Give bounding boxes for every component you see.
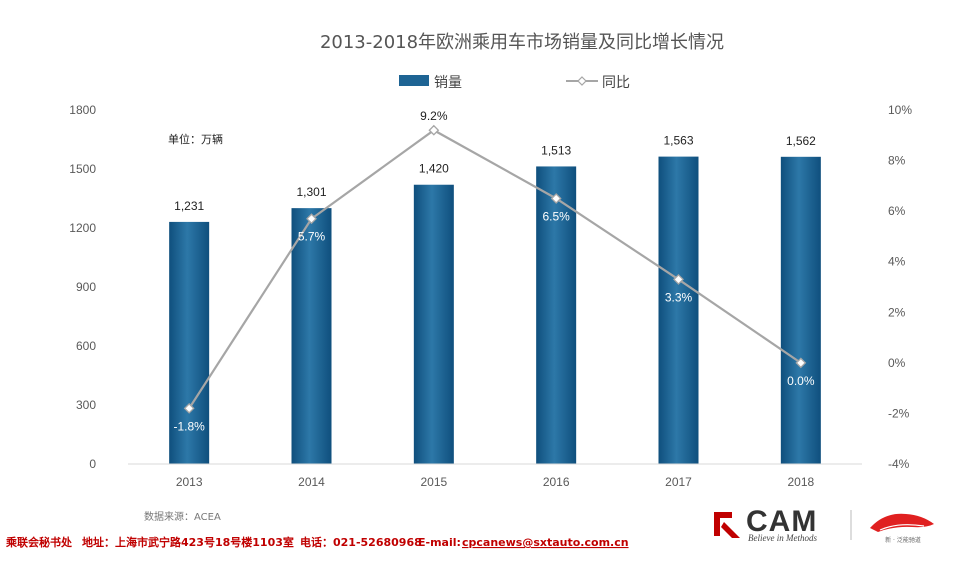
footer: 乘联会秘书处 地址：上海市武宁路423号18号楼1103室 电话：021-526… <box>5 535 629 549</box>
bar-value-label: 1,563 <box>663 134 693 148</box>
legend: 销量 同比 <box>399 75 630 91</box>
y-right-tick-label: 0% <box>888 356 906 370</box>
y-left-tick-label: 1200 <box>69 221 96 235</box>
y-right-tick-label: 6% <box>888 204 906 218</box>
y-right-tick-label: 8% <box>888 154 906 168</box>
legend-marker-yoy <box>577 76 587 86</box>
cam-logo: CAM Believe in Methods <box>714 505 852 543</box>
source-note: 数据来源：ACEA <box>144 510 221 523</box>
yoy-point-2017 <box>673 273 684 285</box>
bar-value-label: 1,231 <box>174 199 204 213</box>
yoy-value-label: 3.3% <box>665 290 693 304</box>
yoy-point-2014 <box>306 213 317 225</box>
partner-logo: 新 · 泛能驰道 <box>870 513 934 544</box>
y-left-tick-label: 0 <box>89 457 96 471</box>
y-left-tick-label: 600 <box>76 339 96 353</box>
cam-logo-tagline: Believe in Methods <box>748 533 817 543</box>
yoy-point-2015 <box>428 124 440 136</box>
x-tick-label: 2018 <box>787 475 814 489</box>
yoy-value-label: -1.8% <box>173 419 205 433</box>
footer-phone: 电话：021-52680968 <box>300 535 422 549</box>
x-axis: 2013 2014 2015 2016 2017 2018 <box>176 475 815 489</box>
bar-labels: 1,231 1,301 1,420 1,513 1,563 1,562 <box>174 134 816 213</box>
legend-label-sales: 销量 <box>434 75 462 91</box>
yoy-value-label: 5.7% <box>298 230 326 244</box>
bar-2015 <box>413 184 454 464</box>
y-right-tick-label: 2% <box>888 305 906 319</box>
bar-value-label: 1,420 <box>419 162 449 176</box>
yoy-value-label: 6.5% <box>542 210 570 224</box>
car-silhouette-icon <box>870 513 934 532</box>
footer-email-label: E-mail: <box>418 536 461 549</box>
chart-title: 2013-2018年欧洲乘用车市场销量及同比增长情况 <box>320 32 724 53</box>
right-axis: -4% -2% 0% 2% 4% 6% 8% 10% <box>888 103 912 471</box>
y-right-tick-label: 10% <box>888 103 912 117</box>
legend-swatch-sales <box>399 75 429 86</box>
yoy-point-2013 <box>183 402 195 414</box>
y-left-tick-label: 300 <box>76 398 96 412</box>
y-left-tick-label: 1800 <box>69 103 96 117</box>
y-right-tick-label: -4% <box>888 457 910 471</box>
x-tick-label: 2013 <box>176 475 203 489</box>
yoy-value-label: 9.2% <box>420 109 448 123</box>
line-series <box>183 124 807 414</box>
left-axis: 0 300 600 900 1200 1500 1800 <box>69 103 96 471</box>
y-left-tick-label: 900 <box>76 280 96 294</box>
bar-value-label: 1,513 <box>541 143 571 157</box>
cam-logo-text: CAM <box>746 505 817 538</box>
x-tick-label: 2015 <box>420 475 447 489</box>
footer-address: 地址：上海市武宁路423号18号楼1103室 <box>82 535 294 549</box>
x-tick-label: 2017 <box>665 475 692 489</box>
bar-value-label: 1,301 <box>296 185 326 199</box>
bar-2018 <box>780 156 821 464</box>
bar-2016 <box>536 166 577 464</box>
cam-logo-mark-icon <box>714 512 732 536</box>
line-labels: -1.8% 5.7% 9.2% 6.5% 3.3% 0.0% <box>173 109 814 433</box>
footer-email-link[interactable]: cpcanews@sxtauto.com.cn <box>462 536 629 549</box>
bar-2013 <box>169 221 210 464</box>
yoy-point-2016 <box>550 193 562 204</box>
y-left-tick-label: 1500 <box>69 162 96 176</box>
yoy-value-label: 0.0% <box>787 374 815 388</box>
bar-2014 <box>291 208 332 464</box>
bar-value-label: 1,562 <box>786 134 816 148</box>
x-tick-label: 2014 <box>298 475 325 489</box>
yoy-line <box>188 128 802 409</box>
y-right-tick-label: 4% <box>888 255 906 269</box>
footer-org: 乘联会秘书处 <box>5 535 73 549</box>
bar-2017 <box>658 156 699 465</box>
partner-logo-caption: 新 · 泛能驰道 <box>885 536 921 544</box>
bar-series <box>169 156 821 465</box>
yoy-point-2018 <box>795 357 807 369</box>
unit-label: 单位：万辆 <box>168 132 223 146</box>
legend-label-yoy: 同比 <box>602 75 630 91</box>
y-right-tick-label: -2% <box>888 406 910 420</box>
x-tick-label: 2016 <box>543 475 570 489</box>
cam-logo-arrow-icon <box>721 522 740 538</box>
